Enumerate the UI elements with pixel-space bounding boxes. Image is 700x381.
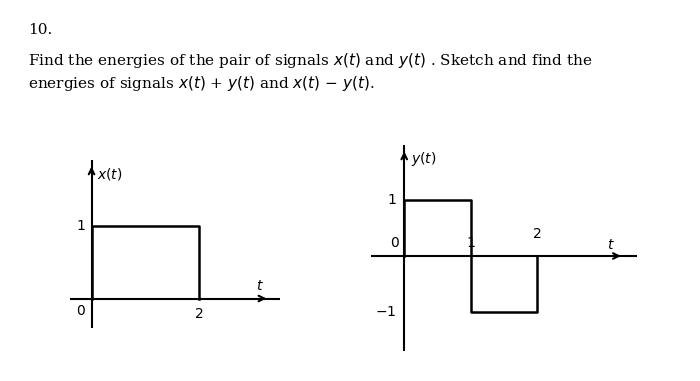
Text: Find the energies of the pair of signals $x(t)$ and $y(t)$ . Sketch and find the: Find the energies of the pair of signals… [28, 51, 593, 70]
Text: energies of signals $x(t)$ + $y(t)$ and $x(t)$ $-$ $y(t)$.: energies of signals $x(t)$ + $y(t)$ and … [28, 74, 375, 93]
Text: 0: 0 [76, 304, 85, 319]
Text: $x(t)$: $x(t)$ [97, 166, 122, 182]
Text: 0: 0 [390, 237, 399, 250]
Text: 2: 2 [533, 227, 542, 241]
Text: 1: 1 [76, 219, 85, 233]
Text: $t$: $t$ [256, 279, 264, 293]
Text: 10.: 10. [28, 23, 52, 37]
Text: $-1$: $-1$ [375, 304, 396, 319]
Text: $y(t)$: $y(t)$ [411, 150, 437, 168]
Text: 1: 1 [387, 194, 396, 207]
Text: $t$: $t$ [607, 238, 615, 252]
Text: 2: 2 [195, 307, 204, 321]
Text: 1: 1 [466, 237, 475, 250]
